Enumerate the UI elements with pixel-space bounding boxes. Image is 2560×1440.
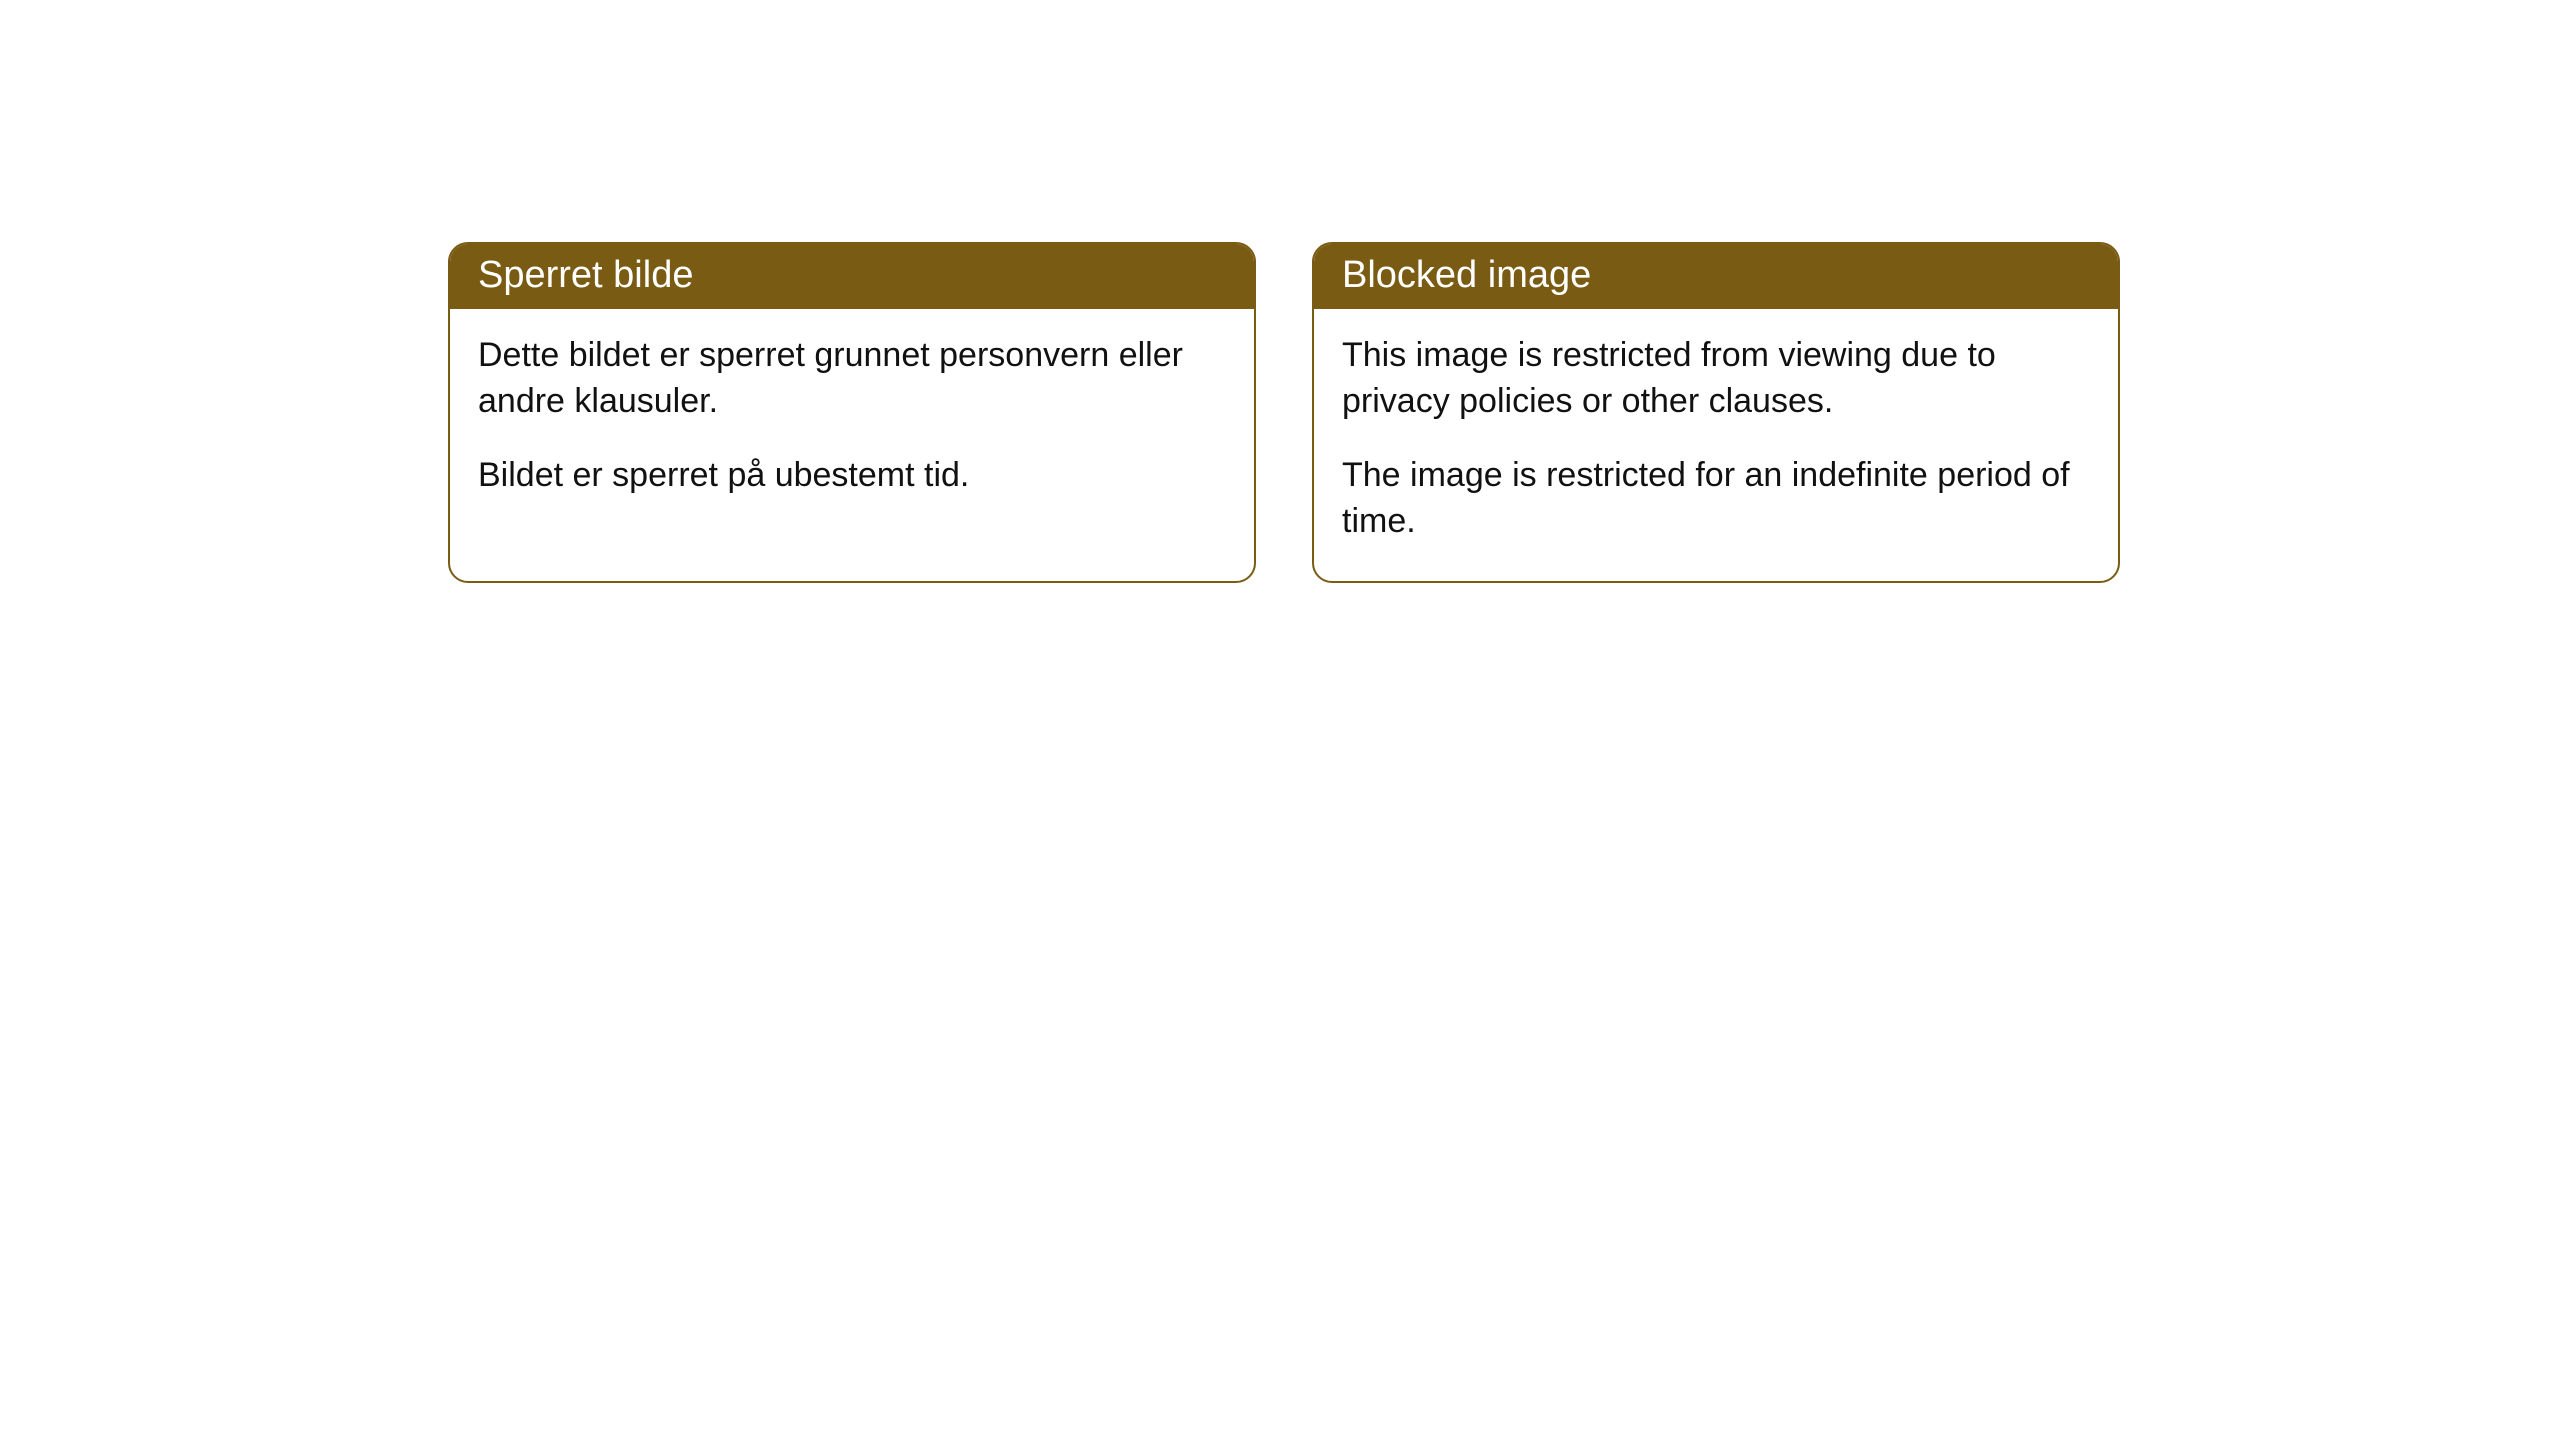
card-body: This image is restricted from viewing du… bbox=[1314, 309, 2118, 581]
notice-cards-row: Sperret bilde Dette bildet er sperret gr… bbox=[0, 0, 2560, 583]
card-paragraph-1: Dette bildet er sperret grunnet personve… bbox=[478, 333, 1226, 425]
card-body: Dette bildet er sperret grunnet personve… bbox=[450, 309, 1254, 535]
notice-card-english: Blocked image This image is restricted f… bbox=[1312, 242, 2120, 583]
card-paragraph-2: The image is restricted for an indefinit… bbox=[1342, 453, 2090, 545]
card-paragraph-1: This image is restricted from viewing du… bbox=[1342, 333, 2090, 425]
card-header: Sperret bilde bbox=[450, 244, 1254, 309]
notice-card-norwegian: Sperret bilde Dette bildet er sperret gr… bbox=[448, 242, 1256, 583]
card-header: Blocked image bbox=[1314, 244, 2118, 309]
card-paragraph-2: Bildet er sperret på ubestemt tid. bbox=[478, 453, 1226, 499]
